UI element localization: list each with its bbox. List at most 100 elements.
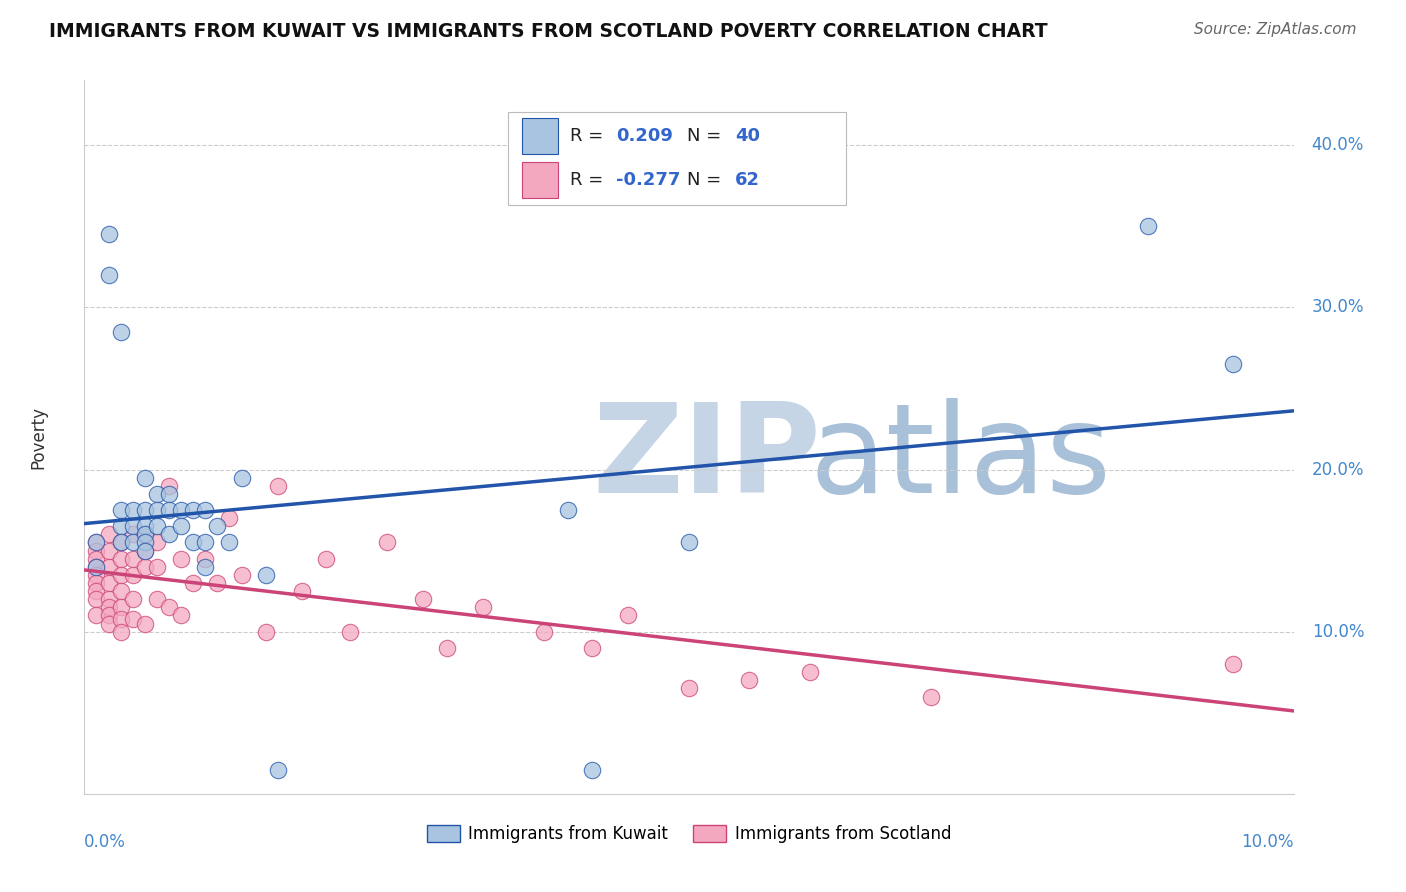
- Point: [146, 487, 169, 501]
- Point: [231, 470, 253, 484]
- Text: 40.0%: 40.0%: [1312, 136, 1364, 154]
- Point: [121, 527, 143, 541]
- Point: [436, 640, 458, 655]
- Point: [121, 551, 143, 566]
- Point: [146, 519, 169, 533]
- Point: [157, 503, 180, 517]
- Point: [231, 568, 253, 582]
- Point: [134, 503, 156, 517]
- Point: [134, 527, 156, 541]
- Point: [110, 519, 132, 533]
- Point: [97, 543, 120, 558]
- FancyBboxPatch shape: [522, 118, 558, 153]
- Point: [121, 519, 143, 533]
- Point: [121, 592, 143, 607]
- Point: [86, 535, 108, 549]
- Point: [97, 527, 120, 541]
- Point: [134, 616, 156, 631]
- Text: 10.0%: 10.0%: [1312, 623, 1364, 640]
- Point: [97, 616, 120, 631]
- Point: [110, 503, 132, 517]
- Legend: Immigrants from Kuwait, Immigrants from Scotland: Immigrants from Kuwait, Immigrants from …: [420, 818, 957, 850]
- Point: [134, 527, 156, 541]
- Point: [254, 568, 277, 582]
- Point: [86, 559, 108, 574]
- Point: [557, 503, 579, 517]
- Point: [121, 535, 143, 549]
- Point: [121, 503, 143, 517]
- Point: [110, 612, 132, 626]
- Point: [97, 559, 120, 574]
- Point: [194, 551, 217, 566]
- Point: [533, 624, 555, 639]
- Point: [581, 763, 603, 777]
- Point: [110, 584, 132, 599]
- Point: [1222, 657, 1244, 672]
- Text: ZIP: ZIP: [592, 398, 821, 519]
- Point: [110, 600, 132, 615]
- Point: [146, 559, 169, 574]
- Point: [134, 470, 156, 484]
- Text: 62: 62: [735, 171, 759, 189]
- Point: [218, 511, 240, 525]
- Point: [291, 584, 314, 599]
- Point: [617, 608, 640, 623]
- Point: [194, 559, 217, 574]
- Point: [218, 535, 240, 549]
- Text: N =: N =: [686, 171, 727, 189]
- Text: 10.0%: 10.0%: [1241, 833, 1294, 851]
- Point: [581, 640, 603, 655]
- Point: [86, 535, 108, 549]
- Point: [134, 543, 156, 558]
- Point: [86, 559, 108, 574]
- Point: [121, 612, 143, 626]
- Point: [110, 325, 132, 339]
- Point: [920, 690, 942, 704]
- Point: [86, 584, 108, 599]
- Text: 20.0%: 20.0%: [1312, 460, 1364, 478]
- Point: [170, 503, 193, 517]
- Point: [181, 535, 204, 549]
- Point: [134, 535, 156, 549]
- Text: 0.0%: 0.0%: [84, 833, 127, 851]
- Point: [86, 608, 108, 623]
- Point: [121, 568, 143, 582]
- Point: [1137, 219, 1160, 234]
- Point: [146, 535, 169, 549]
- Point: [267, 763, 290, 777]
- Point: [254, 624, 277, 639]
- Text: Poverty: Poverty: [30, 406, 48, 468]
- Point: [97, 576, 120, 591]
- FancyBboxPatch shape: [508, 112, 846, 205]
- Point: [110, 551, 132, 566]
- Point: [1222, 357, 1244, 371]
- Point: [267, 479, 290, 493]
- Point: [799, 665, 821, 680]
- Point: [146, 592, 169, 607]
- Point: [157, 479, 180, 493]
- Point: [110, 535, 132, 549]
- Text: N =: N =: [686, 127, 727, 145]
- Text: -0.277: -0.277: [616, 171, 681, 189]
- Point: [134, 543, 156, 558]
- Point: [110, 535, 132, 549]
- Point: [97, 608, 120, 623]
- Point: [194, 503, 217, 517]
- Text: IMMIGRANTS FROM KUWAIT VS IMMIGRANTS FROM SCOTLAND POVERTY CORRELATION CHART: IMMIGRANTS FROM KUWAIT VS IMMIGRANTS FRO…: [49, 22, 1047, 41]
- Point: [86, 551, 108, 566]
- Point: [157, 527, 180, 541]
- Point: [207, 576, 229, 591]
- Point: [97, 600, 120, 615]
- Point: [170, 519, 193, 533]
- Text: Source: ZipAtlas.com: Source: ZipAtlas.com: [1194, 22, 1357, 37]
- Point: [97, 592, 120, 607]
- Point: [375, 535, 398, 549]
- Point: [157, 600, 180, 615]
- Text: 0.209: 0.209: [616, 127, 673, 145]
- Point: [86, 592, 108, 607]
- Text: atlas: atlas: [810, 398, 1112, 519]
- Point: [339, 624, 361, 639]
- Text: 40: 40: [735, 127, 759, 145]
- Point: [472, 600, 495, 615]
- Point: [412, 592, 434, 607]
